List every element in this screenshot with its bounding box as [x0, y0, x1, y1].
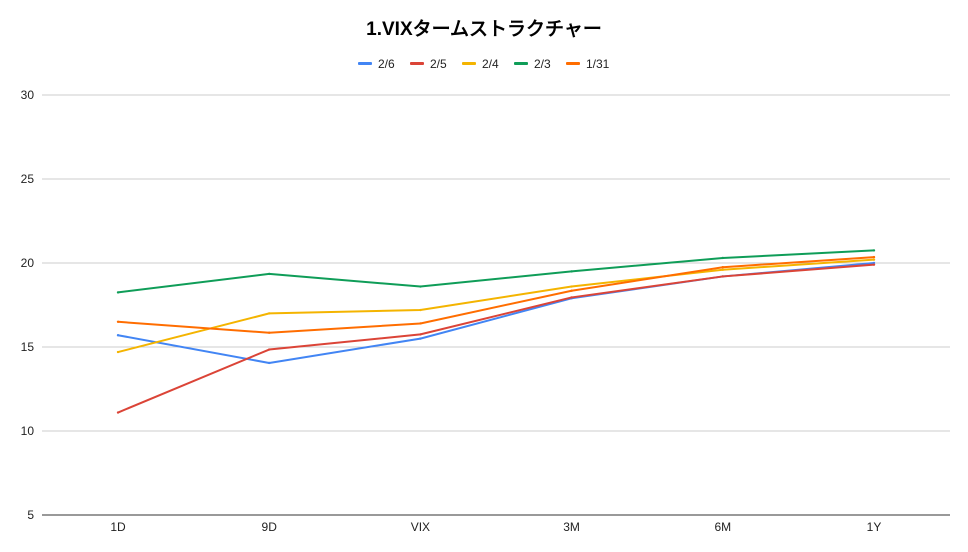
- chart-title: 1.VIXタームストラクチャー: [366, 18, 602, 40]
- data-point: [268, 272, 271, 276]
- data-point: [721, 266, 724, 269]
- data-point: [116, 320, 120, 323]
- data-point: [872, 255, 876, 259]
- series-line: [116, 263, 876, 414]
- series-group: [116, 249, 876, 414]
- data-point: [570, 270, 573, 273]
- series-line: [116, 261, 876, 365]
- data-point: [116, 411, 120, 414]
- legend-item: 1/31: [566, 57, 610, 71]
- legend-label: 1/31: [586, 57, 610, 71]
- x-tick-label: 1Y: [867, 520, 882, 534]
- data-point: [570, 296, 573, 299]
- legend-swatch: [410, 62, 424, 65]
- legend-label: 2/6: [378, 57, 395, 71]
- x-tick-label: 3M: [563, 520, 580, 534]
- data-point: [116, 291, 120, 294]
- data-point: [268, 348, 271, 351]
- data-point: [419, 308, 422, 312]
- data-point: [570, 285, 573, 288]
- y-tick-label: 30: [21, 88, 35, 102]
- series-path: [117, 258, 875, 354]
- series-line: [116, 258, 876, 354]
- data-point: [872, 263, 876, 266]
- x-tick-label: 9D: [262, 520, 278, 534]
- data-point: [116, 350, 120, 354]
- legend: 2/6 2/5 2/4 2/3 1/31: [358, 57, 610, 71]
- legend-swatch: [462, 62, 476, 65]
- data-point: [419, 322, 422, 325]
- legend-item: 2/6: [358, 57, 395, 71]
- gridlines: [42, 94, 950, 516]
- y-axis: 5 10 15 20 25 30: [21, 88, 35, 522]
- y-tick-label: 10: [21, 424, 35, 438]
- x-tick-label: 6M: [714, 520, 731, 534]
- series-path: [117, 249, 875, 294]
- data-point: [721, 268, 724, 271]
- data-point: [268, 361, 271, 365]
- data-point: [872, 258, 876, 261]
- data-point: [116, 334, 120, 337]
- series-path: [117, 263, 875, 414]
- series-line: [116, 249, 876, 294]
- x-tick-label: 1D: [110, 520, 126, 534]
- y-tick-label: 20: [21, 256, 35, 270]
- legend-label: 2/3: [534, 57, 551, 71]
- legend-item: 2/4: [462, 57, 499, 71]
- data-point: [419, 337, 422, 340]
- legend-label: 2/4: [482, 57, 499, 71]
- legend-item: 2/5: [410, 57, 447, 71]
- x-axis: 1D 9D VIX 3M 6M 1Y: [110, 520, 881, 534]
- y-tick-label: 5: [27, 508, 34, 522]
- legend-swatch: [358, 62, 372, 65]
- data-point: [872, 249, 876, 252]
- series-line: [116, 255, 876, 334]
- legend-swatch: [566, 62, 580, 65]
- series-path: [117, 256, 875, 334]
- legend-swatch: [514, 62, 528, 65]
- data-point: [721, 256, 724, 260]
- legend-label: 2/5: [430, 57, 447, 71]
- y-tick-label: 25: [21, 172, 35, 186]
- legend-item: 2/3: [514, 57, 551, 71]
- data-point: [419, 285, 422, 288]
- data-point: [570, 289, 573, 292]
- data-point: [872, 261, 876, 265]
- data-point: [268, 331, 271, 334]
- x-tick-label: VIX: [411, 520, 430, 534]
- data-point: [721, 275, 724, 278]
- data-point: [419, 333, 422, 336]
- y-tick-label: 15: [21, 340, 35, 354]
- data-point: [268, 312, 271, 315]
